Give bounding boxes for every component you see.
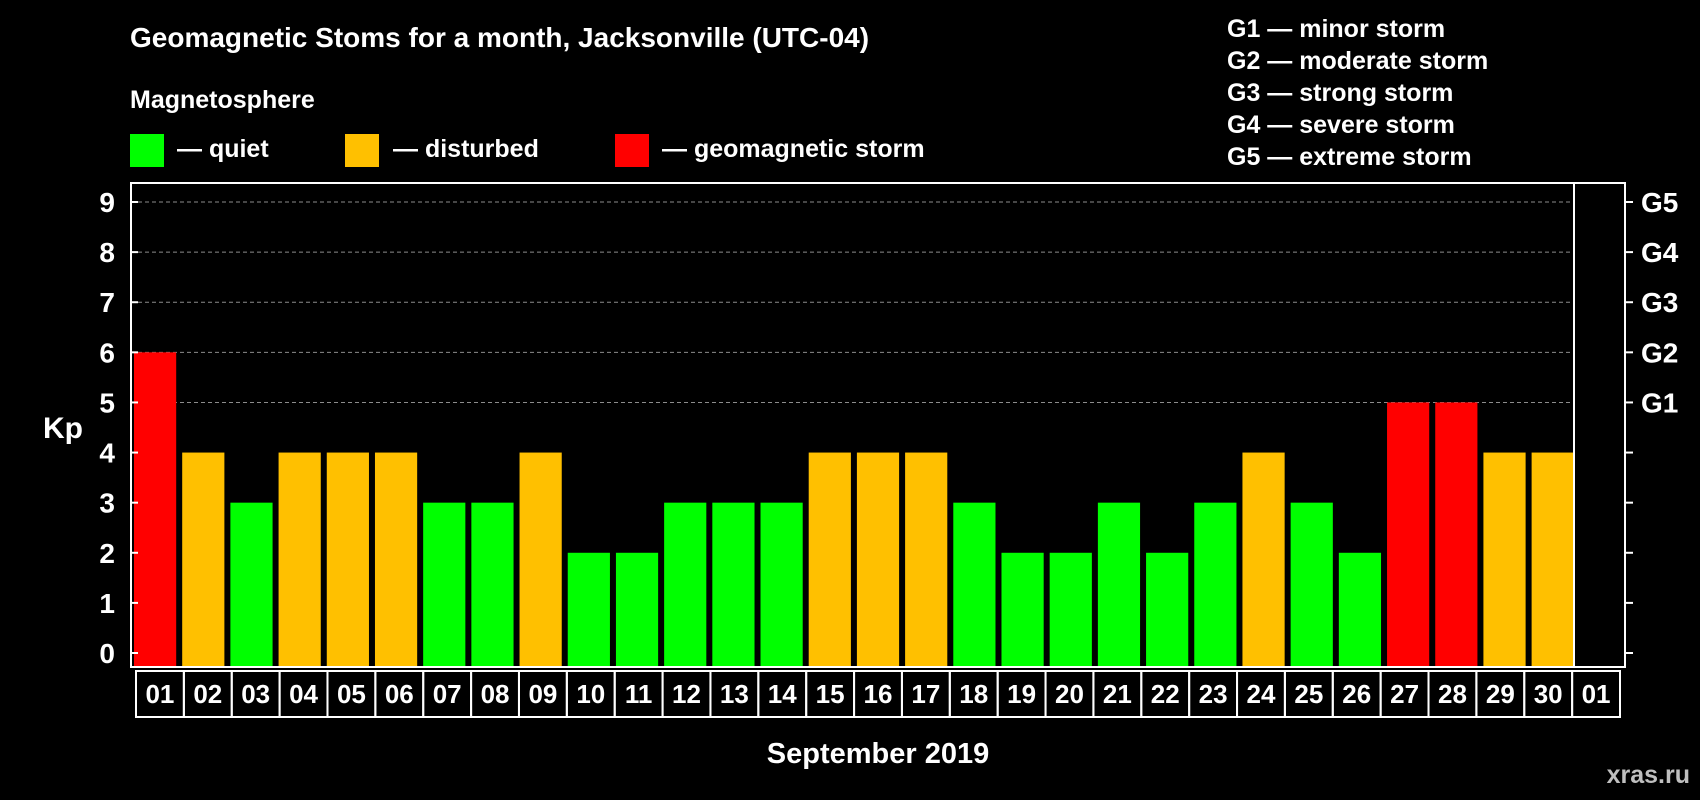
x-axis-label: September 2019 xyxy=(767,738,989,770)
y-tick-label: 6 xyxy=(99,337,115,368)
y-tick-label: 7 xyxy=(99,287,115,318)
storm-scale-g1: G1 — minor storm xyxy=(1227,15,1445,43)
x-tick-label: 04 xyxy=(289,679,318,709)
x-tick-label: 17 xyxy=(911,679,940,709)
x-tick-label: 11 xyxy=(625,679,653,709)
plot-frame xyxy=(130,182,1626,668)
right-axis-label: G4 xyxy=(1641,237,1679,268)
legend-swatch-disturbed xyxy=(345,134,379,167)
bar xyxy=(1194,502,1237,667)
bar xyxy=(1387,402,1430,667)
bar xyxy=(278,452,321,667)
x-tick-label: 15 xyxy=(816,679,845,709)
right-axis-label: G2 xyxy=(1641,337,1678,368)
x-tick-label: 09 xyxy=(528,679,557,709)
storm-scale-g5: G5 — extreme storm xyxy=(1227,143,1472,171)
bar xyxy=(423,502,466,667)
bar xyxy=(615,552,659,667)
bar xyxy=(1338,552,1382,667)
bar xyxy=(760,502,803,667)
x-tick-label: 28 xyxy=(1438,679,1467,709)
x-tick-label: 20 xyxy=(1055,679,1084,709)
bar xyxy=(905,452,948,667)
storm-scale-g2: G2 — moderate storm xyxy=(1227,47,1488,75)
x-tick-label: 10 xyxy=(576,679,605,709)
bar xyxy=(1483,452,1526,667)
x-tick-label: 16 xyxy=(864,679,893,709)
x-tick-label: 03 xyxy=(241,679,270,709)
y-tick-label: 9 xyxy=(99,187,115,218)
storm-scale-g4: G4 — severe storm xyxy=(1227,111,1455,139)
x-tick-label: 26 xyxy=(1342,679,1371,709)
y-tick-label: 3 xyxy=(99,488,115,519)
x-tick-label: 07 xyxy=(433,679,462,709)
bar xyxy=(326,452,369,667)
bar xyxy=(1435,402,1478,667)
bar xyxy=(471,502,514,667)
chart-title: Geomagnetic Stoms for a month, Jacksonvi… xyxy=(130,22,869,53)
watermark: xras.ru xyxy=(1607,761,1690,789)
y-tick-label: 4 xyxy=(99,438,115,469)
bar xyxy=(856,452,900,667)
date-box xyxy=(1571,670,1621,718)
bar xyxy=(1242,452,1285,667)
y-axis-label: Kp xyxy=(43,412,83,445)
right-axis-label: G5 xyxy=(1641,187,1678,218)
bar xyxy=(1049,552,1092,667)
bar xyxy=(1001,552,1044,667)
y-tick-label: 1 xyxy=(99,588,115,619)
x-tick-label: 30 xyxy=(1534,679,1563,709)
bar xyxy=(1146,552,1189,667)
x-tick-label: 01 xyxy=(145,679,174,709)
x-tick-label: 19 xyxy=(1007,679,1036,709)
x-tick-label: 24 xyxy=(1247,679,1276,709)
bar xyxy=(1531,452,1574,667)
bar xyxy=(808,452,851,667)
right-axis-label: G3 xyxy=(1641,287,1678,318)
x-tick-label: 18 xyxy=(959,679,988,709)
y-tick-label: 0 xyxy=(99,638,115,669)
bar xyxy=(712,502,755,667)
x-tick-label: 21 xyxy=(1103,679,1132,709)
x-tick-label: 05 xyxy=(337,679,366,709)
x-tick-label: 25 xyxy=(1294,679,1323,709)
legend-label-storm: — geomagnetic storm xyxy=(662,135,925,163)
x-tick-label: 29 xyxy=(1486,679,1515,709)
x-tick-label: 14 xyxy=(768,679,797,709)
bar xyxy=(519,452,562,667)
x-tick-label: 02 xyxy=(193,679,222,709)
bar xyxy=(567,552,610,667)
x-tick-label: 27 xyxy=(1390,679,1419,709)
legend-swatch-storm xyxy=(615,134,649,167)
bar xyxy=(134,352,177,667)
y-tick-label: 8 xyxy=(99,237,115,268)
x-tick-label: 08 xyxy=(481,679,510,709)
x-tick-label: 06 xyxy=(385,679,414,709)
bar xyxy=(664,502,707,667)
x-tick-label: 22 xyxy=(1151,679,1180,709)
x-tick-label: 13 xyxy=(720,679,749,709)
y-tick-label: 5 xyxy=(99,387,115,418)
storm-scale-g3: G3 — strong storm xyxy=(1227,79,1453,107)
legend-swatch-quiet xyxy=(130,134,164,167)
bar xyxy=(1097,502,1141,667)
bar xyxy=(1290,502,1333,667)
x-tick-label: 01 xyxy=(1582,679,1611,709)
bar xyxy=(230,502,273,667)
legend-label-quiet: — quiet xyxy=(177,135,269,163)
y-tick-label: 2 xyxy=(99,538,115,569)
x-tick-label: 23 xyxy=(1199,679,1228,709)
legend-label-disturbed: — disturbed xyxy=(393,135,539,163)
bar xyxy=(953,502,996,667)
bar xyxy=(374,452,418,667)
legend-heading: Magnetosphere xyxy=(130,86,315,114)
right-axis-label: G1 xyxy=(1641,387,1678,418)
x-tick-label: 12 xyxy=(672,679,701,709)
bar xyxy=(182,452,225,667)
